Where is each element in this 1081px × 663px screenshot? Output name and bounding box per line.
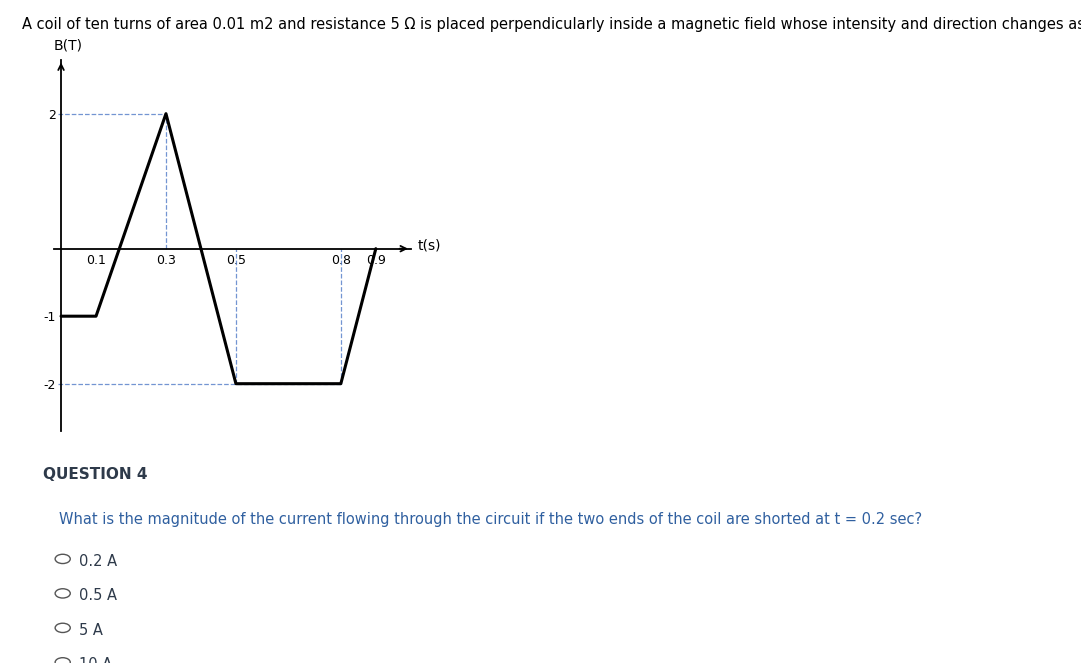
Text: 5 A: 5 A <box>79 623 103 638</box>
Text: 0.5 A: 0.5 A <box>79 588 117 603</box>
Text: t(s): t(s) <box>418 238 441 253</box>
Text: B(T): B(T) <box>54 38 83 52</box>
Text: 10 A: 10 A <box>79 657 112 663</box>
Text: What is the magnitude of the current flowing through the circuit if the two ends: What is the magnitude of the current flo… <box>59 512 922 528</box>
Text: QUESTION 4: QUESTION 4 <box>43 467 148 483</box>
Text: 0.2 A: 0.2 A <box>79 554 117 569</box>
Text: A coil of ten turns of area 0.01 m2 and resistance 5 Ω is placed perpendicularly: A coil of ten turns of area 0.01 m2 and … <box>22 17 1081 32</box>
